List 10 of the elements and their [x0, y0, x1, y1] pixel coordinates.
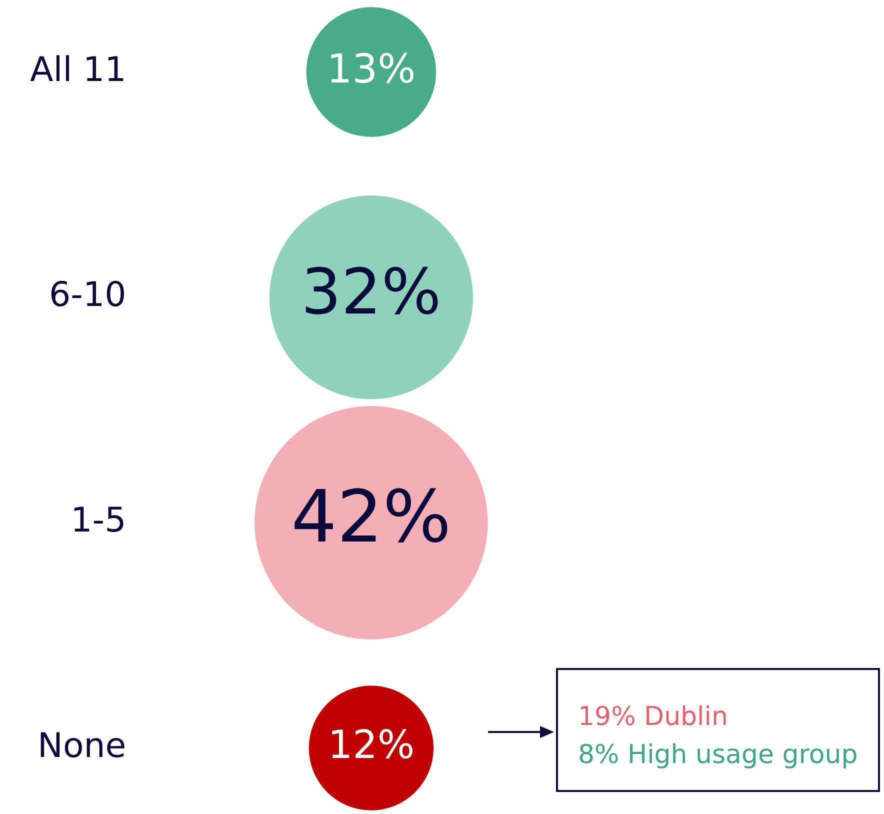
- category-label: All 11: [30, 50, 126, 90]
- category-label: 6-10: [49, 275, 126, 316]
- data-label: 42%: [291, 474, 452, 558]
- category-label: 1-5: [70, 500, 126, 540]
- data-label: 12%: [328, 723, 415, 768]
- text: 8% High usage group: [578, 739, 859, 772]
- text: 19% Dublin: [578, 701, 729, 734]
- data-label: 13%: [326, 46, 416, 92]
- category-label: None: [38, 726, 126, 766]
- data-label: 32%: [301, 256, 442, 329]
